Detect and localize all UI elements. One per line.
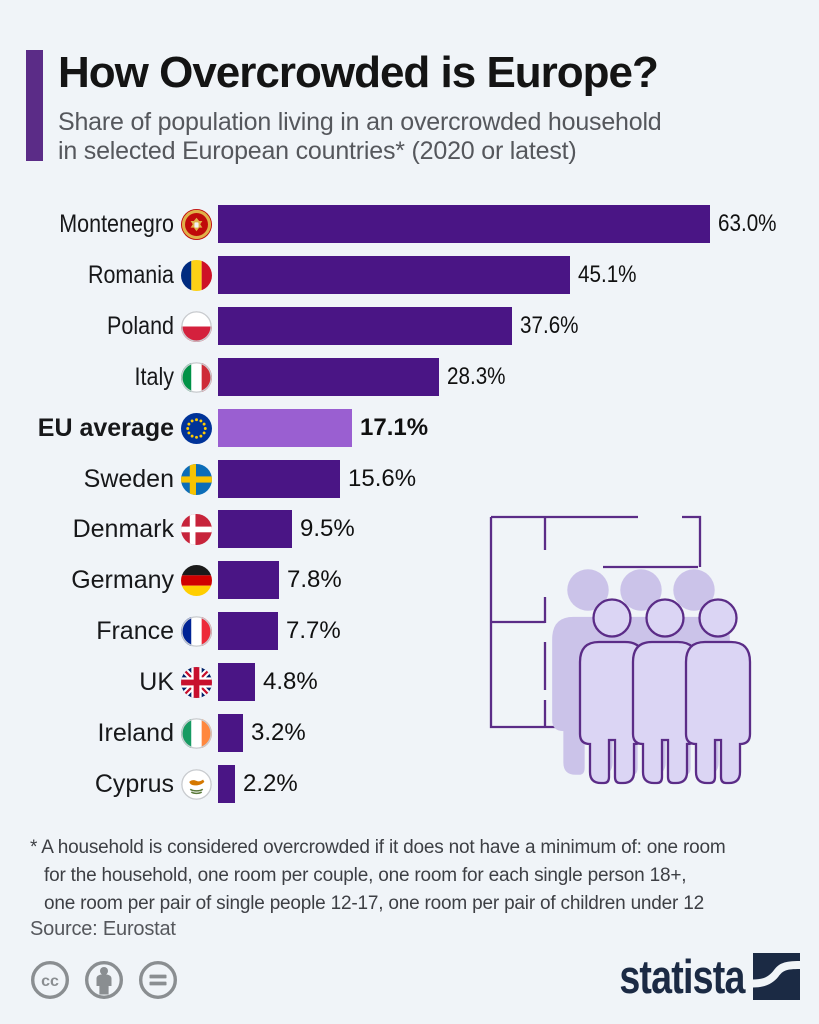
germany-flag-icon xyxy=(181,564,212,596)
chart-row-germany: Germany 7.8% xyxy=(0,561,819,599)
bar xyxy=(218,205,710,243)
chart-row-france: France 7.7% xyxy=(0,612,819,650)
france-flag-icon xyxy=(181,615,212,647)
source-label: Source: Eurostat xyxy=(30,918,176,940)
country-label: Italy xyxy=(134,362,174,391)
floor-plan-icon xyxy=(489,515,702,729)
country-label: Romania xyxy=(87,260,174,289)
footnote: * A household is considered overcrowded … xyxy=(30,834,810,918)
bar xyxy=(218,663,255,701)
cyprus-flag-icon xyxy=(181,768,212,800)
bar xyxy=(218,714,243,752)
bar xyxy=(218,358,439,396)
chart-row-montenegro: Montenegro 63.0% xyxy=(0,205,819,243)
value-label: 15.6% xyxy=(348,465,417,492)
country-label: Denmark xyxy=(72,514,174,543)
footnote-line-3: one room per pair of single people 12-17… xyxy=(44,893,704,914)
poland-flag-icon xyxy=(181,310,212,342)
denmark-flag-icon xyxy=(181,513,212,545)
subtitle-line-1: Share of population living in an overcro… xyxy=(58,108,662,136)
bar xyxy=(218,409,352,447)
country-label: Montenegro xyxy=(59,209,174,238)
country-label: Sweden xyxy=(83,464,174,493)
montenegro-flag-icon xyxy=(181,208,212,240)
value-label: 63.0% xyxy=(718,210,777,237)
bar xyxy=(218,460,340,498)
value-label: 28.3% xyxy=(447,363,506,390)
overcrowded-household-illustration xyxy=(489,515,752,785)
footnote-line-2: for the household, one room per couple, … xyxy=(44,865,687,886)
ireland-flag-icon xyxy=(181,717,212,749)
bar xyxy=(218,612,278,650)
title-accent-bar xyxy=(26,50,43,161)
chart-row-ireland: Ireland 3.2% xyxy=(0,714,819,752)
value-label: 3.2% xyxy=(251,719,306,746)
page-title: How Overcrowded is Europe? xyxy=(58,48,659,97)
chart-row-sweden: Sweden 15.6% xyxy=(0,460,819,498)
value-label: 2.2% xyxy=(243,770,298,797)
footnote-line-1: * A household is considered overcrowded … xyxy=(30,837,726,858)
eu-flag-icon xyxy=(181,412,212,444)
brand: statista xyxy=(588,950,800,1002)
chart-row-poland: Poland 37.6% xyxy=(0,307,819,345)
italy-flag-icon xyxy=(181,361,212,393)
subtitle-line-2: in selected European countries* (2020 or… xyxy=(58,137,577,165)
country-label: Germany xyxy=(71,565,174,594)
uk-flag-icon xyxy=(181,666,212,698)
country-label: Ireland xyxy=(97,718,174,747)
statista-logo-icon xyxy=(753,952,800,1000)
country-label: Poland xyxy=(107,311,174,340)
value-label: 37.6% xyxy=(520,312,579,339)
chart-row-eu: EU average 17.1% xyxy=(0,409,819,447)
country-label: UK xyxy=(139,667,174,696)
bar xyxy=(218,561,279,599)
bar xyxy=(218,765,235,803)
value-label: 7.7% xyxy=(286,617,341,644)
statista-wordmark: statista xyxy=(619,949,746,1003)
bar xyxy=(218,510,292,548)
chart-row-italy: Italy 28.3% xyxy=(0,358,819,396)
no-derivatives-icon xyxy=(136,958,180,1002)
value-label: 17.1% xyxy=(360,414,429,441)
bar xyxy=(218,307,512,345)
chart-row-cyprus: Cyprus 2.2% xyxy=(0,765,819,803)
chart-row-denmark: Denmark 9.5% xyxy=(0,510,819,548)
country-label: EU average xyxy=(37,413,174,442)
value-label: 4.8% xyxy=(263,668,318,695)
chart-row-uk: UK 4.8% xyxy=(0,663,819,701)
value-label: 45.1% xyxy=(578,261,637,288)
country-label: Cyprus xyxy=(94,769,174,798)
attribution-icon xyxy=(82,958,126,1002)
cc-icon: cc xyxy=(28,958,72,1002)
bar xyxy=(218,256,570,294)
chart-row-romania: Romania 45.1% xyxy=(0,256,819,294)
sweden-flag-icon xyxy=(181,463,212,495)
svg-text:cc: cc xyxy=(41,973,59,990)
country-label: France xyxy=(96,616,174,645)
page-subtitle: Share of population living in an overcro… xyxy=(58,108,798,166)
value-label: 7.8% xyxy=(287,566,342,593)
romania-flag-icon xyxy=(181,259,212,291)
value-label: 9.5% xyxy=(300,515,355,542)
license-icons: cc xyxy=(28,958,180,1002)
